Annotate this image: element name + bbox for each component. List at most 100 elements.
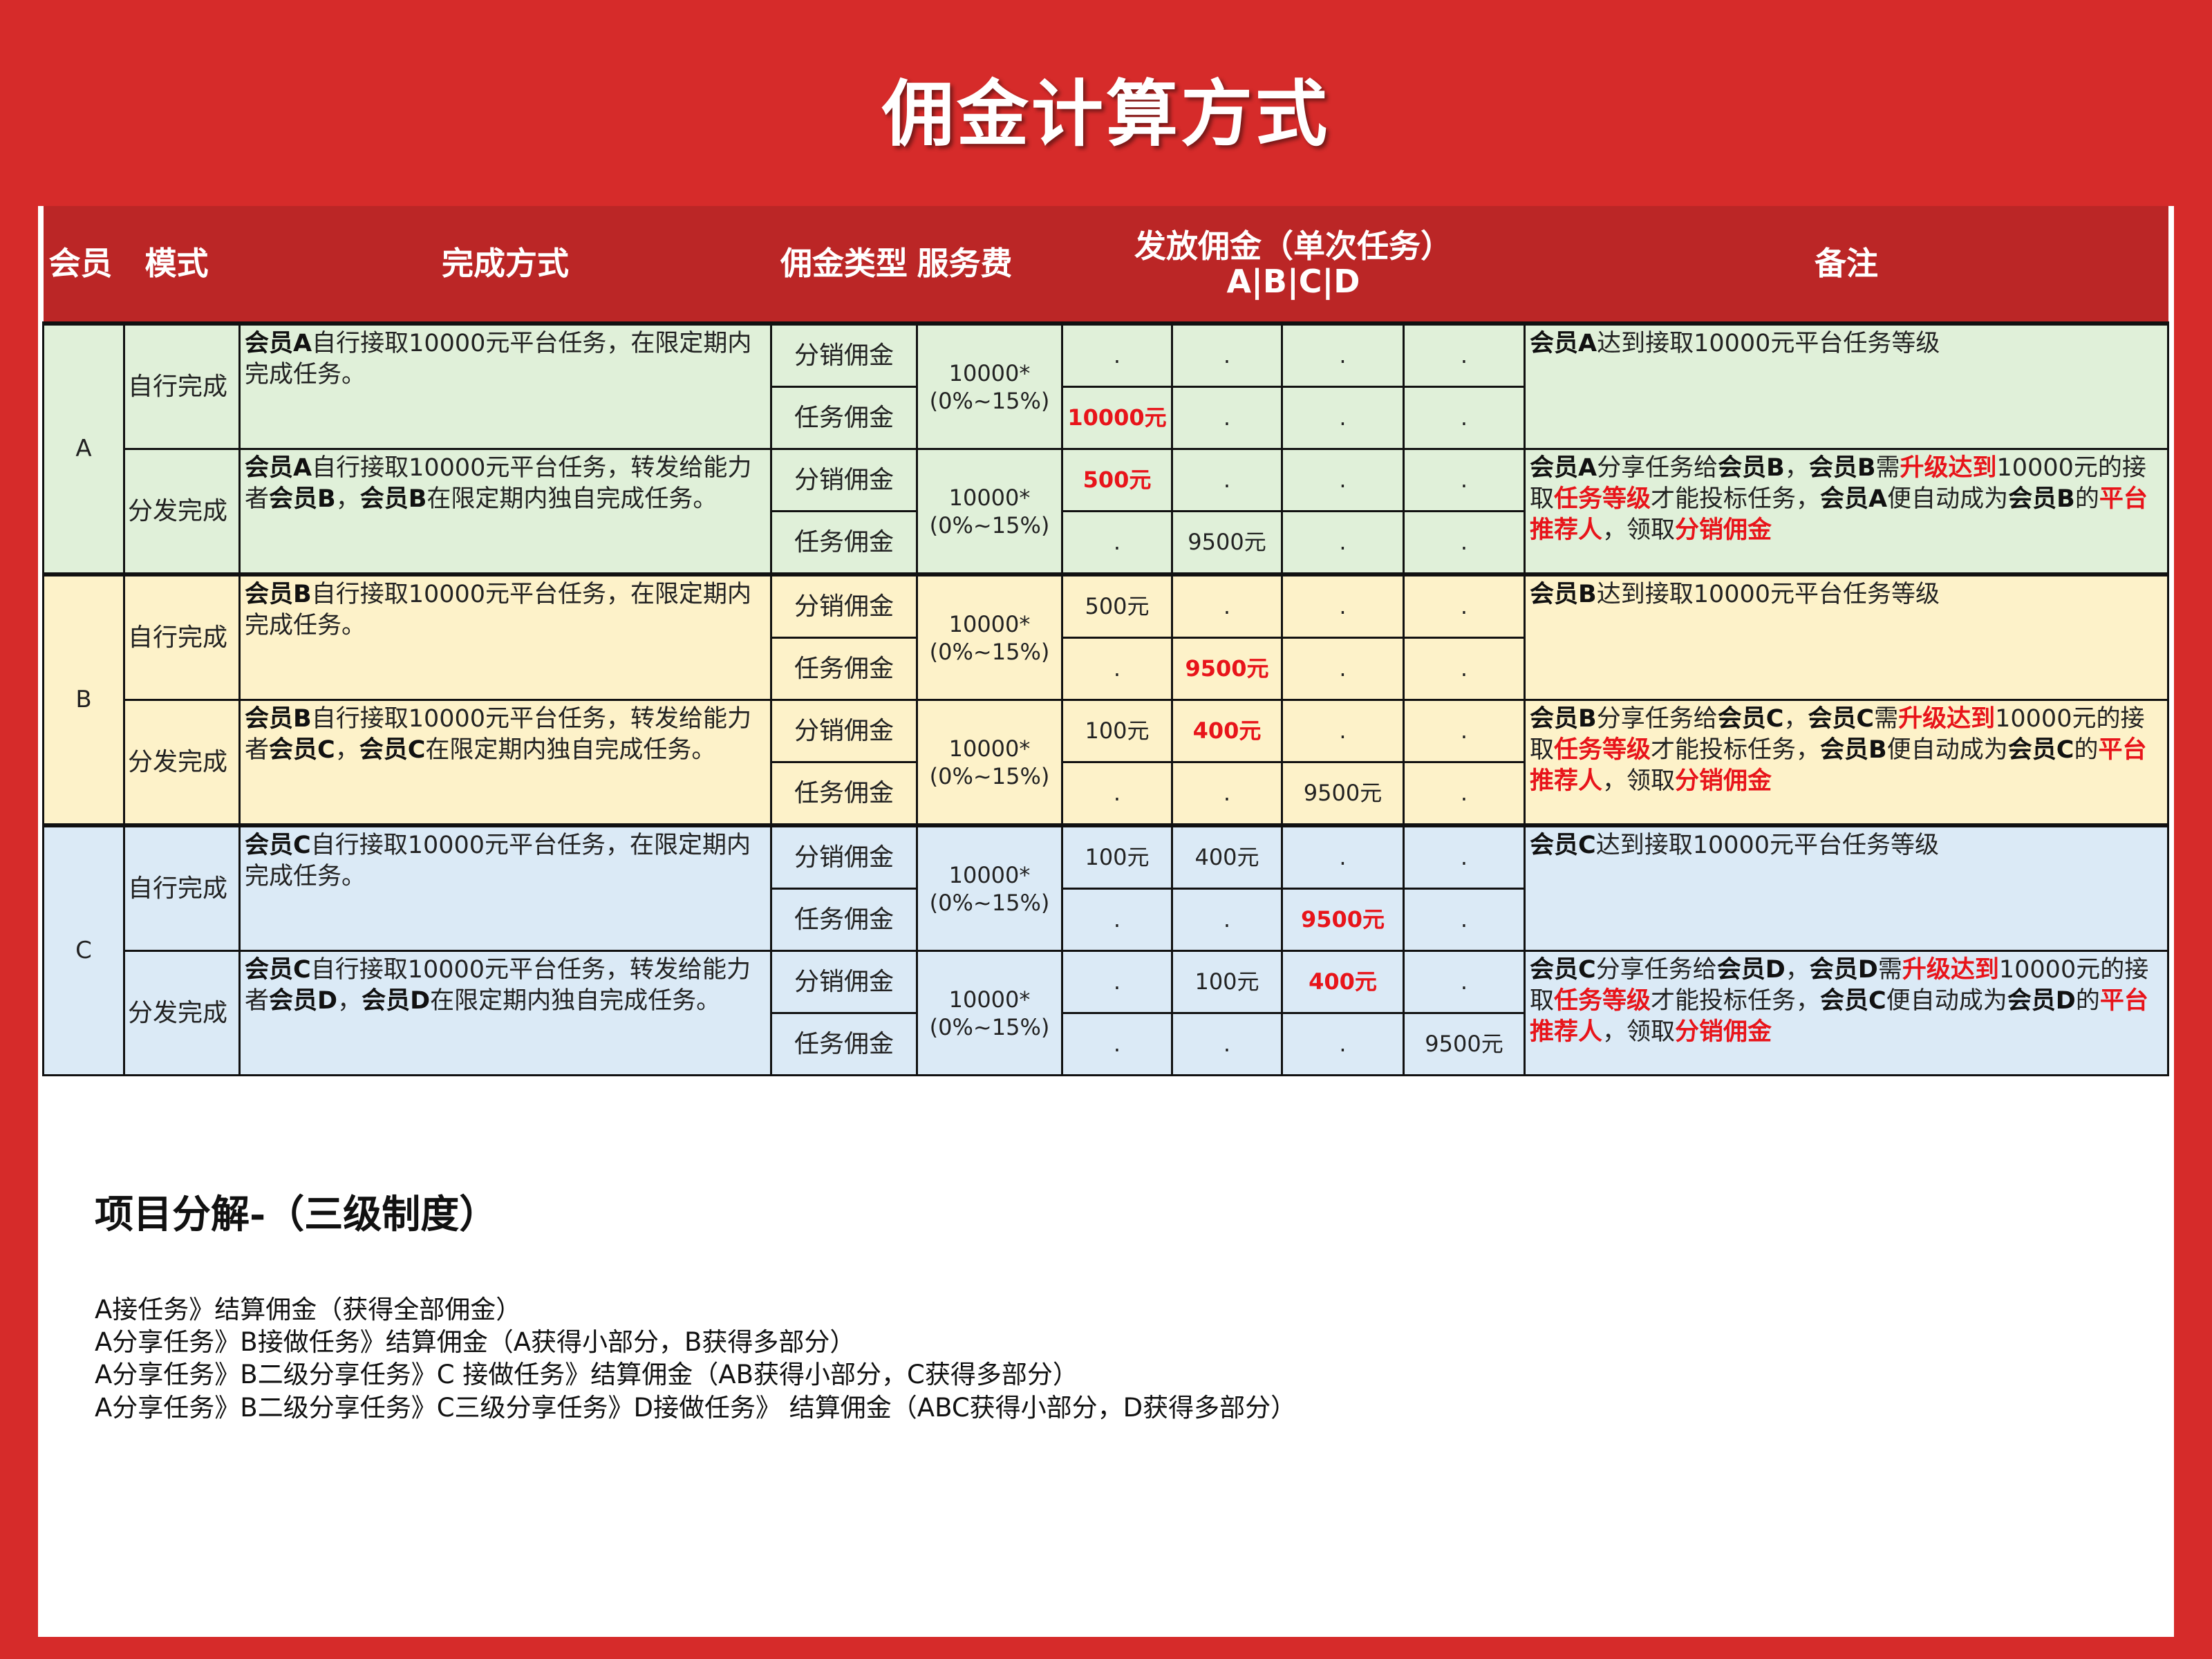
remark-cell: 会员C分享任务给会员D，会员D需升级达到10000元的接取任务等级才能投标任务，… [1524, 950, 2169, 1076]
member-name: 会员B [245, 581, 312, 608]
highlight-text: 分销佣金 [1675, 1018, 1772, 1046]
member-name: 会员B [1530, 581, 1597, 608]
breakdown-line: A分享任务》B二级分享任务》C 接做任务》结算佣金（AB获得小部分，C获得多部分… [95, 1360, 1078, 1389]
payout-cell-A: 500元 [1061, 572, 1173, 639]
mode-cell: 自行完成 [123, 321, 241, 450]
fee-amount: 10000* [948, 484, 1031, 511]
text-segment: ， [337, 987, 362, 1015]
fee-rate: (0%~15%) [929, 889, 1050, 916]
service-fee-cell: 10000* (0%~15%) [916, 699, 1063, 827]
commission-type-cell: 分销佣金 [770, 448, 918, 512]
text-segment: 才能投标任务， [1651, 736, 1821, 764]
fee-rate: (0%~15%) [929, 512, 1050, 538]
text-segment: 在限定期内独自完成任务。 [425, 736, 716, 764]
breakdown-title: 项目分解-（三级制度） [95, 1192, 498, 1237]
text-segment: ， [1783, 705, 1808, 733]
fee-amount: 10000* [948, 735, 1031, 762]
method-cell: 会员A自行接取10000元平台任务，在限定期内完成任务。 [238, 321, 772, 450]
commission-type-cell: 任务佣金 [770, 637, 918, 701]
highlight-text: 平台推荐人 [1530, 736, 2147, 795]
payout-cell-D: 9500元 [1403, 1012, 1526, 1076]
highlight-text: 任务等级 [1554, 485, 1651, 513]
payout-cell-B: 100元 [1171, 950, 1283, 1014]
text-segment: 才能投标任务， [1651, 987, 1821, 1015]
breakdown-line: A分享任务》B接做任务》结算佣金（A获得小部分，B获得多部分） [95, 1327, 856, 1357]
payout-cell-B: . [1171, 888, 1283, 952]
member-name: 会员C [1530, 832, 1596, 859]
member-name: 会员A [1530, 330, 1597, 357]
text-segment: 在限定期内独自完成任务。 [430, 987, 721, 1015]
member-name: 会员C [1808, 705, 1875, 733]
payout-cell-C: . [1281, 1012, 1405, 1076]
text-segment: 自行接取10000元平台任务，在限定期内完成任务。 [245, 581, 752, 639]
payout-cell-B: . [1171, 1012, 1283, 1076]
payout-cell-C: . [1281, 321, 1405, 388]
table-row: C 自行完成 会员C自行接取10000元平台任务，在限定期内完成任务。 分销佣金 100… [42, 823, 2169, 1076]
member-cell: B [42, 572, 125, 827]
member-name: 会员A [1530, 454, 1597, 482]
commission-type-cell: 任务佣金 [770, 1012, 918, 1076]
member-name: 会员C [1820, 987, 1886, 1015]
highlight-text: 平台推荐人 [1530, 485, 2148, 544]
payout-cell-D: . [1403, 950, 1526, 1014]
text-segment: 的 [2074, 736, 2099, 764]
member-name: 会员D [269, 987, 338, 1015]
mode-cell: 自行完成 [123, 823, 241, 952]
member-name: 会员C [1717, 705, 1784, 733]
payout-cell-D: . [1403, 888, 1526, 952]
commission-type-cell: 任务佣金 [770, 761, 918, 827]
member-name: 会员C [1530, 956, 1596, 984]
text-segment: 10000元的接取 [1530, 454, 2146, 513]
header-payout-sub: A|B|C|D [1226, 262, 1360, 300]
payout-cell-A: . [1061, 321, 1173, 388]
service-fee-cell: 10000* (0%~15%) [916, 448, 1063, 576]
payout-cell-D: . [1403, 699, 1526, 763]
payout-cell-C: . [1281, 386, 1405, 450]
text-segment: 才能投标任务， [1651, 485, 1821, 513]
header-payout-title: 发放佣金（单次任务） [1134, 227, 1452, 265]
text-segment: 在限定期内独自完成任务。 [427, 485, 718, 513]
commission-table: 会员 模式 完成方式 佣金类型 服务费 发放佣金（单次任务） A|B|C|D 备… [42, 206, 2169, 1076]
payout-cell-A: 500元 [1061, 448, 1173, 512]
member-name: 会员D [1716, 956, 1785, 984]
mode-cell: 分发完成 [123, 950, 241, 1076]
commission-type-cell: 任务佣金 [770, 888, 918, 952]
table-row: 分发完成 会员B自行接取10000元平台任务，转发给能力者会员C，会员C在限定期内… [43, 699, 2169, 827]
text-segment: 10000元的接取 [1530, 705, 2145, 764]
method-cell: 会员A自行接取10000元平台任务，转发给能力者会员B，会员B在限定期内独自完成… [238, 448, 772, 576]
header-method: 完成方式 [239, 206, 771, 324]
fee-amount: 10000* [948, 861, 1031, 888]
member-name: 会员D [2007, 987, 2076, 1015]
service-fee-cell: 10000* (0%~15%) [916, 950, 1063, 1076]
commission-type-cell: 任务佣金 [770, 386, 918, 450]
text-segment: ，领取 [1602, 516, 1676, 544]
member-name: 会员A [245, 454, 312, 482]
text-segment: 分享任务给 [1596, 705, 1718, 733]
member-name: 会员B [1820, 736, 1887, 764]
payout-cell-D: . [1403, 572, 1526, 639]
payout-cell-C: 9500元 [1281, 761, 1405, 827]
content-panel: 会员 模式 完成方式 佣金类型 服务费 发放佣金（单次任务） A|B|C|D 备… [38, 206, 2174, 1637]
member-name: 会员B [1718, 454, 1785, 482]
fee-rate: (0%~15%) [929, 387, 1050, 414]
method-cell: 会员B自行接取10000元平台任务，转发给能力者会员C，会员C在限定期内独自完成… [238, 699, 772, 827]
highlight-text: 任务等级 [1554, 736, 1651, 764]
highlight-text: 分销佣金 [1675, 767, 1772, 795]
member-name: 会员B [1530, 705, 1597, 733]
header-payout: 发放佣金（单次任务） A|B|C|D [1062, 206, 1525, 324]
table-row: B 自行完成 会员B自行接取10000元平台任务，在限定期内完成任务。 分销佣金 100… [42, 572, 2169, 827]
payout-cell-B: . [1171, 386, 1283, 450]
service-fee-cell: 10000* (0%~15%) [916, 572, 1063, 701]
text-segment: ， [335, 485, 360, 513]
text-segment: ， [1785, 956, 1810, 984]
header-remark: 备注 [1524, 206, 2168, 324]
highlight-text: 升级达到 [1898, 705, 1996, 733]
text-segment: 达到接取10000元平台任务等级 [1597, 330, 1940, 357]
mode-cell: 自行完成 [123, 572, 241, 701]
commission-type-cell: 分销佣金 [770, 572, 918, 639]
highlight-text: 升级达到 [1900, 454, 1997, 482]
remark-cell: 会员B达到接取10000元平台任务等级 [1524, 572, 2169, 701]
member-name: 会员A [1820, 485, 1888, 513]
mode-cell: 分发完成 [123, 448, 241, 576]
method-cell: 会员C自行接取10000元平台任务，转发给能力者会员D，会员D在限定期内独自完成… [238, 950, 772, 1076]
